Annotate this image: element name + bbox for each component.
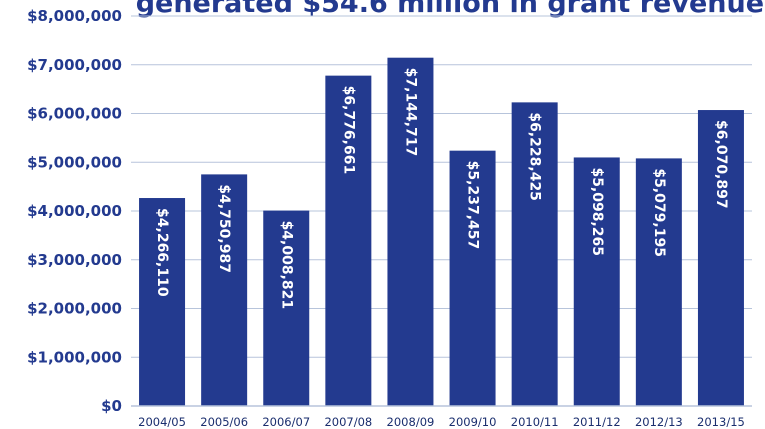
bar <box>511 102 558 406</box>
bars <box>139 57 744 407</box>
bar-value-label: $4,008,821 <box>278 221 294 310</box>
x-tick-label: 2010/11 <box>511 415 559 429</box>
y-tick-label: $1,000,000 <box>27 348 122 366</box>
bar <box>201 174 248 406</box>
x-tick-label: 2006/07 <box>262 415 310 429</box>
y-tick-label: $3,000,000 <box>27 251 122 269</box>
x-tick-label: 2012/13 <box>635 415 683 429</box>
bar <box>635 158 682 406</box>
x-tick-label: 2007/08 <box>324 415 372 429</box>
chart-title: generated $54.6 million in grant revenue… <box>136 0 765 19</box>
bar-value-label: $4,266,110 <box>154 208 170 297</box>
bar <box>387 57 434 407</box>
x-tick-label: 2004/05 <box>138 415 186 429</box>
y-tick-label: $2,000,000 <box>27 300 122 318</box>
bar-value-label: $4,750,987 <box>216 184 232 273</box>
bar-value-label: $7,144,717 <box>402 68 418 157</box>
y-tick-label: $8,000,000 <box>27 7 122 25</box>
bar-value-label: $5,098,265 <box>589 167 605 256</box>
bar-value-label: $6,776,661 <box>340 86 356 175</box>
bar-value-label: $6,228,425 <box>527 112 543 201</box>
bar <box>325 75 372 406</box>
bar <box>139 198 186 406</box>
bar-value-label: $6,070,897 <box>713 120 729 209</box>
x-tick-label: 2011/12 <box>573 415 621 429</box>
bar <box>697 110 744 407</box>
y-tick-label: $6,000,000 <box>27 105 122 123</box>
bar-value-label: $5,079,195 <box>651 168 667 257</box>
x-tick-label: 2008/09 <box>387 415 435 429</box>
x-tick-label: 2009/10 <box>449 415 497 429</box>
bar <box>449 150 496 406</box>
y-tick-label: $0 <box>101 397 122 415</box>
y-tick-label: $4,000,000 <box>27 202 122 220</box>
bar-value-labels: $4,266,110 $4,750,987 $4,008,821 $6,776,661… <box>154 68 729 309</box>
y-axis-ticks: $0 $1,000,000 $2,000,000 $3,000,000 $4,000,0… <box>27 7 122 415</box>
bar-value-label: $5,237,457 <box>465 161 481 250</box>
bar <box>263 210 310 406</box>
x-tick-label: 2005/06 <box>200 415 248 429</box>
x-axis-ticks: 2004/05 2005/06 2006/07 2007/08 2008/09 2009/… <box>138 415 745 429</box>
y-tick-label: $7,000,000 <box>27 56 122 74</box>
x-tick-label: 2013/15 <box>697 415 745 429</box>
y-tick-label: $5,000,000 <box>27 153 122 171</box>
bar <box>573 157 620 406</box>
